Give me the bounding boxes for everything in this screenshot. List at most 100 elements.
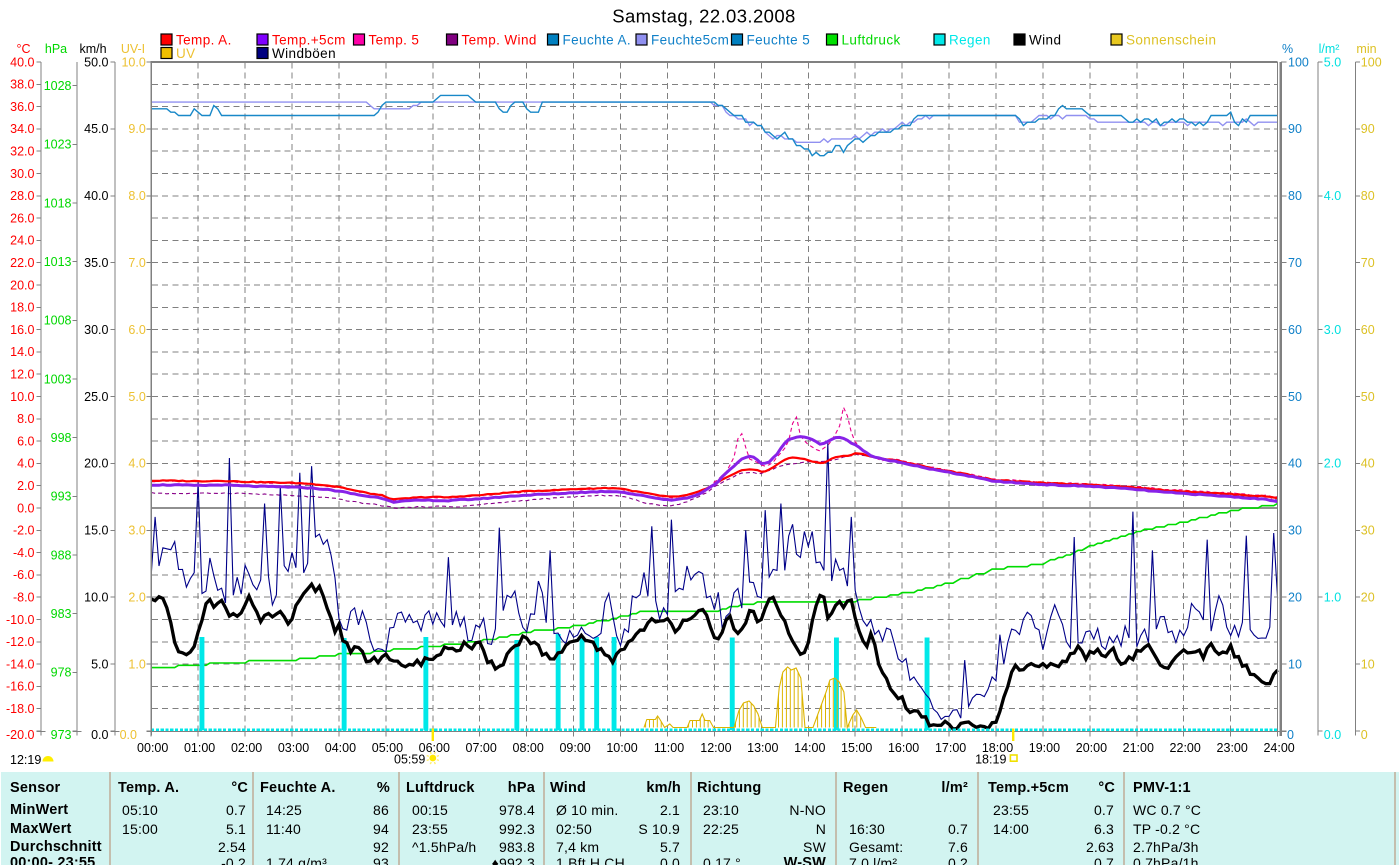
svg-text:10.0: 10.0 [84,591,108,605]
svg-text:10: 10 [1361,657,1375,671]
svg-text:20:00: 20:00 [1076,741,1107,755]
svg-text:UV-I: UV-I [121,42,145,56]
svg-text:40: 40 [1288,457,1302,471]
svg-text:21:00: 21:00 [1123,741,1154,755]
svg-text:14.0: 14.0 [10,345,34,359]
svg-text:-10.0: -10.0 [6,613,35,627]
svg-text:2.0: 2.0 [17,479,34,493]
svg-text:45.0: 45.0 [84,122,108,136]
svg-text:°C: °C [16,42,30,56]
svg-text:04:00: 04:00 [325,741,356,755]
svg-text:18:00: 18:00 [982,741,1013,755]
svg-text:100: 100 [1361,55,1382,69]
svg-text:983: 983 [51,607,72,621]
svg-text:0.0: 0.0 [17,501,34,515]
svg-text:Wind: Wind [1029,33,1061,48]
svg-text:35.0: 35.0 [84,256,108,270]
svg-text:0.0: 0.0 [91,728,108,742]
svg-text:38.0: 38.0 [10,78,34,92]
svg-text:20.0: 20.0 [10,278,34,292]
svg-text:Luftdruck: Luftdruck [842,33,901,48]
svg-text:25.0: 25.0 [84,390,108,404]
svg-text:30.0: 30.0 [10,167,34,181]
svg-text:30: 30 [1288,524,1302,538]
svg-text:13:00: 13:00 [747,741,778,755]
svg-text:15.0: 15.0 [84,524,108,538]
svg-text:Sonnenschein: Sonnenschein [1126,33,1216,48]
svg-text:80: 80 [1361,189,1375,203]
svg-text:34.0: 34.0 [10,122,34,136]
svg-text:1003: 1003 [44,372,72,386]
svg-text:20: 20 [1361,591,1375,605]
svg-text:5.0: 5.0 [1324,55,1341,69]
svg-text:90: 90 [1288,122,1302,136]
svg-text:00:00: 00:00 [137,741,168,755]
svg-text:993: 993 [51,490,72,504]
svg-text:km/h: km/h [79,42,106,56]
svg-text:min: min [1356,42,1376,56]
svg-text:36.0: 36.0 [10,100,34,114]
svg-text:08:00: 08:00 [513,741,544,755]
svg-text:1008: 1008 [44,314,72,328]
svg-text:02:00: 02:00 [231,741,262,755]
svg-text:6.0: 6.0 [17,434,34,448]
svg-text:24:00: 24:00 [1263,741,1294,755]
svg-text:-16.0: -16.0 [6,680,35,694]
svg-text:80: 80 [1288,189,1302,203]
svg-text:Temp. 5: Temp. 5 [369,33,420,48]
svg-text:988: 988 [51,548,72,562]
svg-text:11:00: 11:00 [654,741,684,755]
svg-text:20: 20 [1288,591,1302,605]
svg-text:30: 30 [1361,524,1375,538]
svg-text:Samstag, 22.03.2008: Samstag, 22.03.2008 [612,6,795,27]
svg-text:70: 70 [1361,256,1375,270]
svg-text:24.0: 24.0 [10,234,34,248]
svg-text:28.0: 28.0 [10,189,34,203]
svg-text:10: 10 [1288,657,1302,671]
svg-text:0: 0 [1287,728,1294,742]
svg-text:10.0: 10.0 [10,390,34,404]
svg-text:8.0: 8.0 [128,189,145,203]
svg-text:10.0: 10.0 [121,55,145,69]
svg-text:2.0: 2.0 [128,591,145,605]
svg-text:40.0: 40.0 [10,55,34,69]
svg-text:8.0: 8.0 [17,412,34,426]
svg-text:60: 60 [1361,323,1375,337]
svg-text:12.0: 12.0 [10,368,34,382]
svg-text:973: 973 [51,728,72,742]
svg-text:19:00: 19:00 [1029,741,1060,755]
svg-text:26.0: 26.0 [10,211,34,225]
svg-text:32.0: 32.0 [10,145,34,159]
svg-text:Temp. Wind: Temp. Wind [462,33,537,48]
svg-text:-20.0: -20.0 [6,728,35,742]
svg-text:1028: 1028 [44,79,72,93]
svg-text:-12.0: -12.0 [6,635,35,649]
svg-text:-2.0: -2.0 [13,524,35,538]
svg-text:12:00: 12:00 [700,741,731,755]
svg-text:16:00: 16:00 [888,741,919,755]
svg-text:10:00: 10:00 [606,741,637,755]
svg-text:0.0: 0.0 [120,728,137,742]
svg-text:UV: UV [176,46,196,61]
svg-text:998: 998 [51,431,72,445]
svg-text:9.0: 9.0 [128,122,145,136]
svg-text:22:00: 22:00 [1170,741,1201,755]
svg-text:%: % [1282,42,1293,56]
svg-text:30.0: 30.0 [84,323,108,337]
svg-text:18:19: 18:19 [975,752,1006,766]
svg-text:40: 40 [1361,457,1375,471]
svg-text:1018: 1018 [44,196,72,210]
svg-text:3.0: 3.0 [1324,323,1341,337]
svg-text:4.0: 4.0 [1324,189,1341,203]
svg-text:-18.0: -18.0 [6,702,35,716]
svg-text:05:00: 05:00 [372,741,403,755]
svg-text:1.0: 1.0 [1324,591,1341,605]
svg-text:Feuchte 5: Feuchte 5 [747,33,811,48]
svg-text:15:00: 15:00 [841,741,872,755]
svg-text:01:00: 01:00 [184,741,215,755]
svg-text:90: 90 [1361,122,1375,136]
svg-text:03:00: 03:00 [278,741,309,755]
svg-text:7.0: 7.0 [128,256,145,270]
svg-text:4.0: 4.0 [17,457,34,471]
svg-text:50: 50 [1288,390,1302,404]
